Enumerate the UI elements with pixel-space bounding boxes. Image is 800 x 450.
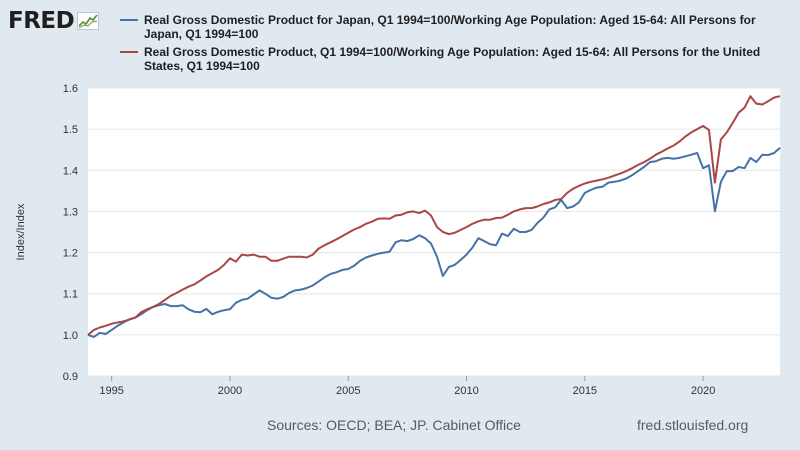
legend-label-us: Real Gross Domestic Product, Q1 1994=100… <box>144 45 761 73</box>
x-tick-label: 2015 <box>573 385 597 397</box>
y-tick-label: 1.1 <box>63 289 78 301</box>
fred-logo-text: FRED <box>8 8 75 34</box>
y-tick-label: 1.5 <box>63 124 78 136</box>
legend-label-japan: Real Gross Domestic Product for Japan, Q… <box>144 13 756 41</box>
y-tick-label: 1.4 <box>63 165 78 177</box>
legend-item-us[interactable]: Real Gross Domestic Product, Q1 1994=100… <box>120 45 780 73</box>
legend-item-japan[interactable]: Real Gross Domestic Product for Japan, Q… <box>120 13 780 41</box>
y-tick-label: 1.6 <box>63 83 78 95</box>
x-tick-label: 1995 <box>99 385 123 397</box>
plot-area <box>88 88 780 376</box>
y-tick-label: 1.3 <box>63 206 78 218</box>
legend-swatch-us <box>120 51 138 53</box>
y-tick-label: 1.2 <box>63 248 78 260</box>
y-tick-label: 1.0 <box>63 330 78 342</box>
x-tick-label: 2010 <box>454 385 478 397</box>
y-tick-label: 0.9 <box>63 371 78 383</box>
legend-swatch-japan <box>120 19 138 21</box>
chart-line-icon <box>77 12 100 30</box>
x-tick-label: 2005 <box>336 385 360 397</box>
y-axis-label: Index/Index <box>15 203 27 260</box>
chart-legend: Real Gross Domestic Product for Japan, Q… <box>120 13 780 77</box>
series-line-japan <box>87 146 781 338</box>
x-tick-label: 2020 <box>691 385 715 397</box>
fred-logo[interactable]: FRED <box>8 8 100 34</box>
x-tick-label: 2000 <box>218 385 242 397</box>
footer-site-link[interactable]: fred.stlouisfed.org <box>637 417 749 433</box>
footer-sources: Sources: OECD; BEA; JP. Cabinet Office <box>267 417 521 433</box>
series-line-us <box>87 95 781 336</box>
